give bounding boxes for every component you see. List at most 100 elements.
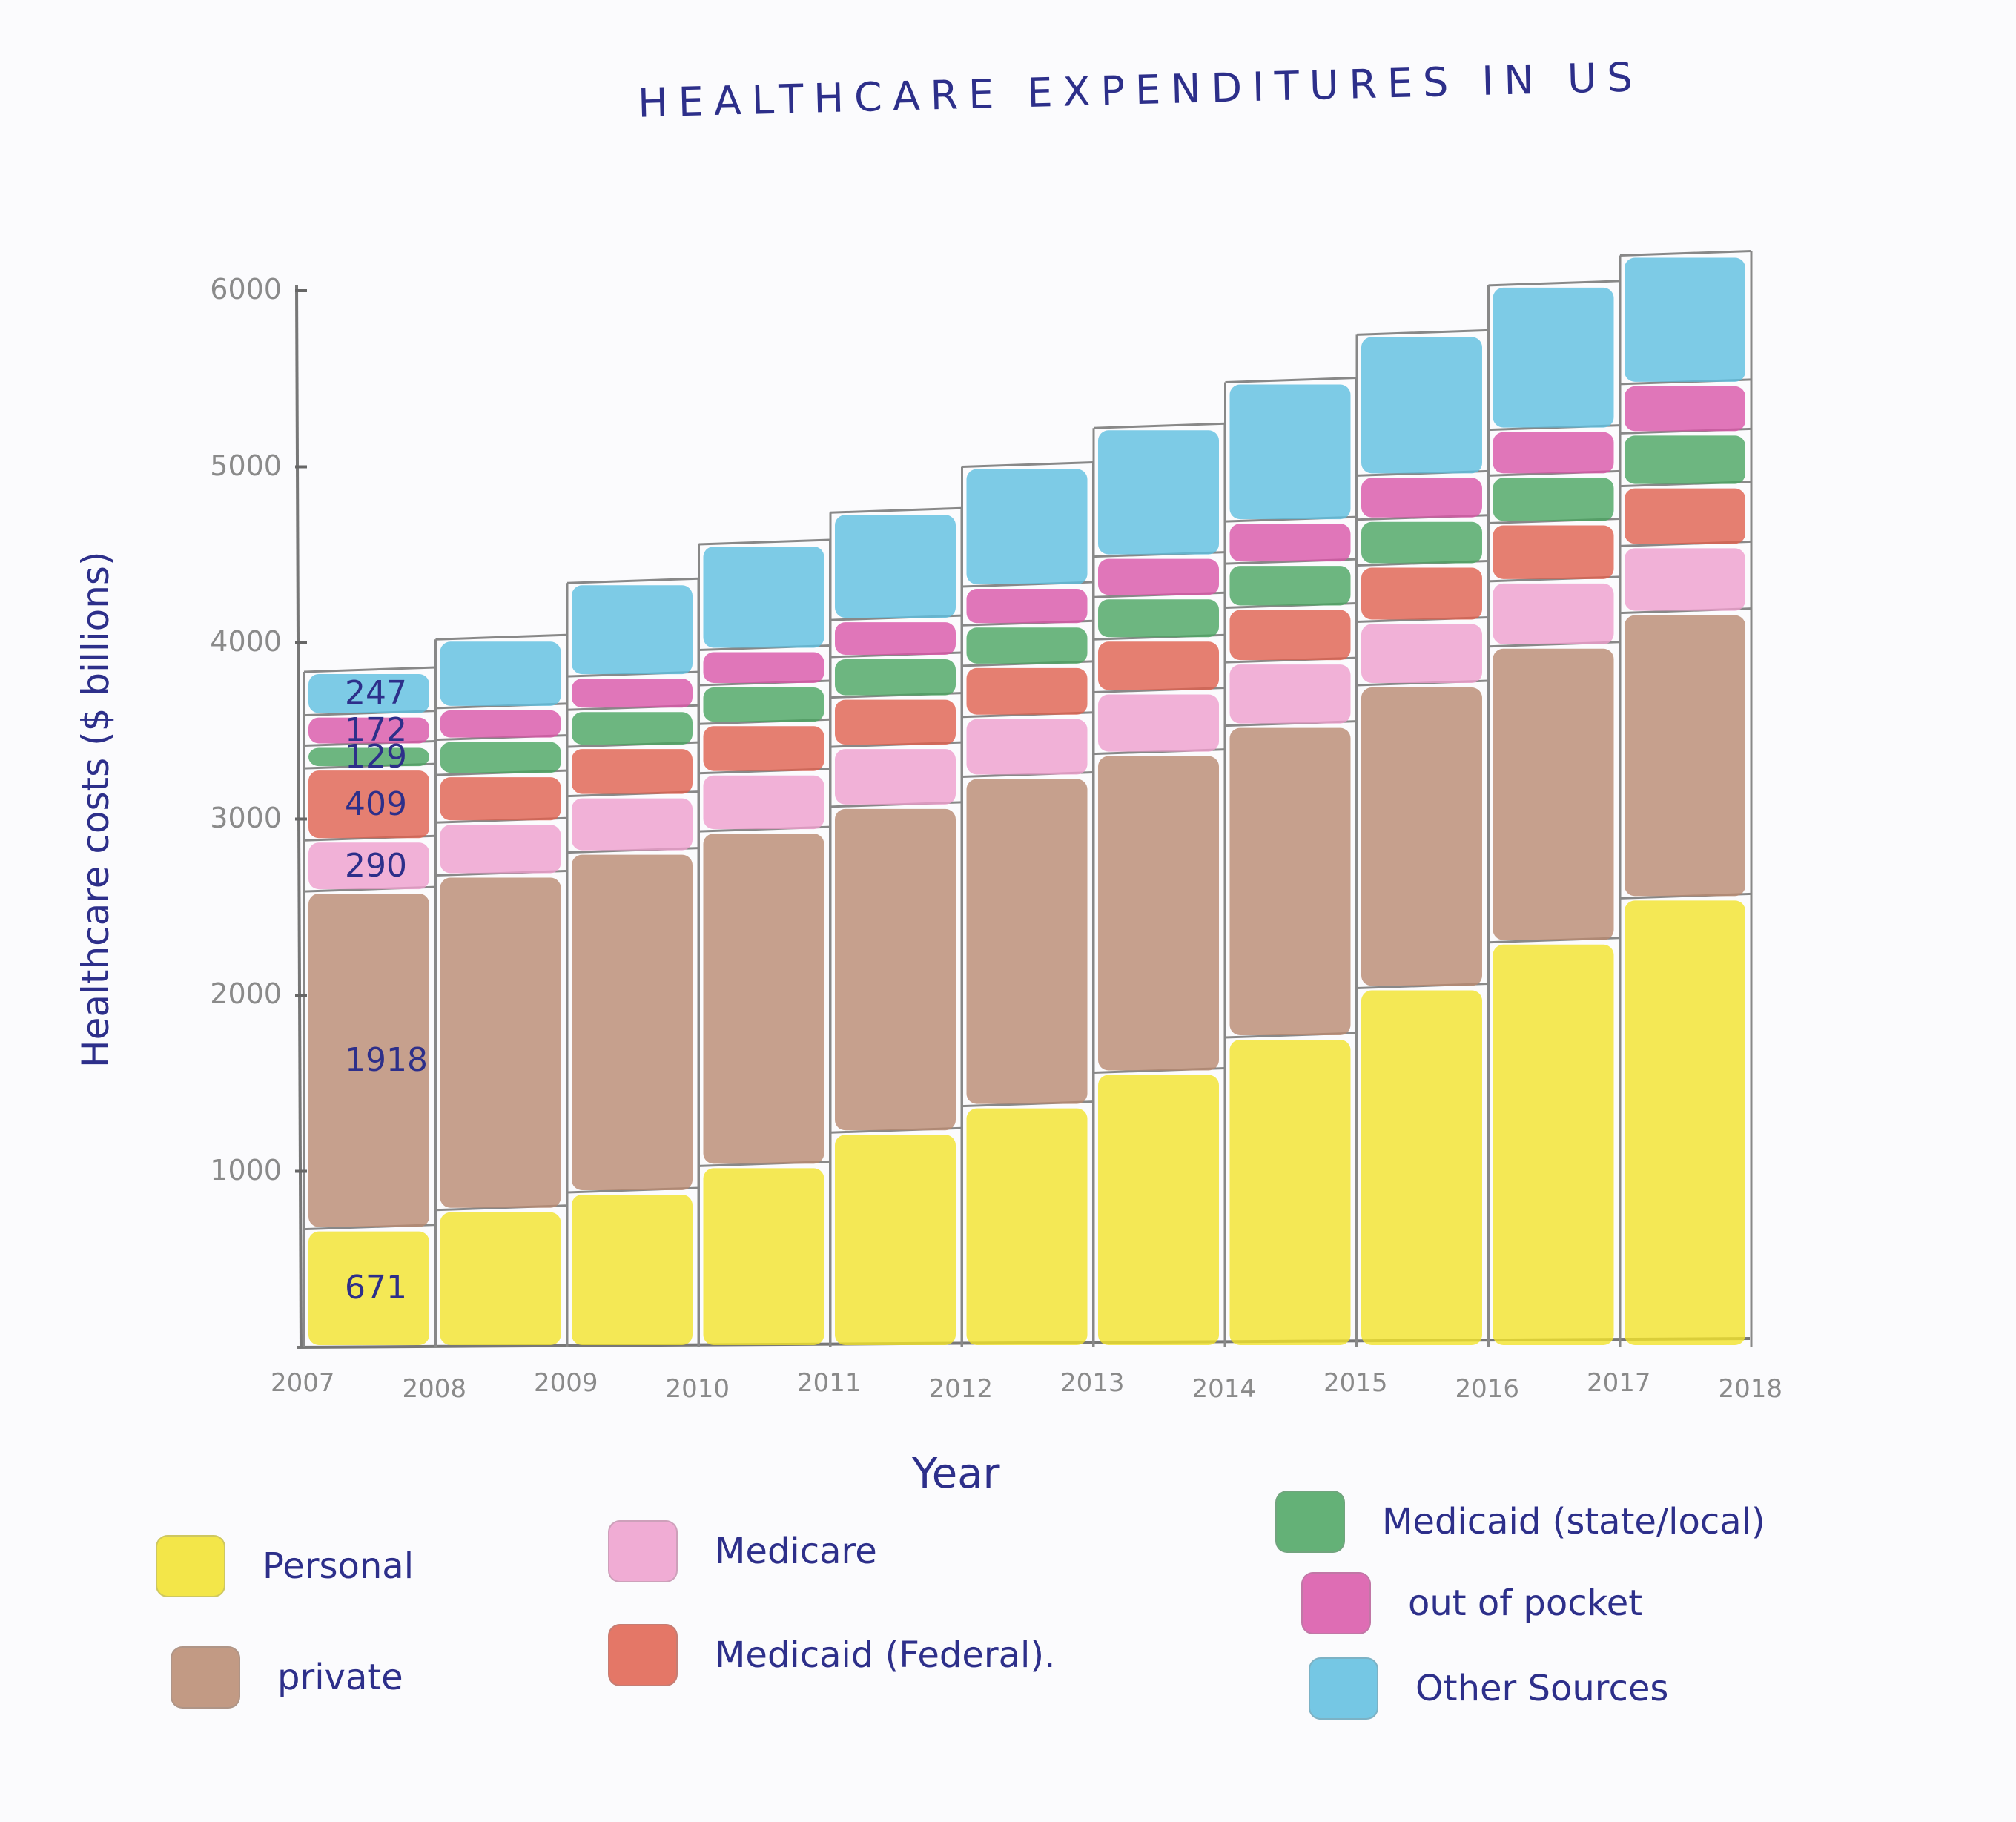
bar-segment: [440, 777, 561, 821]
bar-segment: [572, 1195, 693, 1345]
bar-segment: [1493, 525, 1614, 579]
segment-boundary: [1093, 422, 1226, 429]
segment-boundary: [1225, 377, 1357, 383]
bar-segment: [572, 712, 693, 745]
legend-swatch-personal: [156, 1535, 225, 1597]
bar-segment: [1361, 337, 1482, 474]
bar-segment: [835, 749, 956, 805]
legend-label: Medicare: [715, 1531, 877, 1572]
y-tick-label: 2000: [210, 977, 282, 1010]
segment-value-label: 129: [345, 737, 407, 776]
segment-boundary: [303, 666, 436, 673]
bar-segment: [440, 710, 561, 738]
bar-segment: [1493, 287, 1614, 428]
x-tick-label: 2017: [1587, 1368, 1651, 1398]
x-axis-label: Year: [912, 1450, 1000, 1498]
segment-value-label: 1918: [345, 1040, 428, 1079]
segment-boundary: [698, 538, 830, 546]
bar-segment: [572, 749, 693, 794]
legend-item-other-sources: Other Sources: [1309, 1657, 1668, 1720]
bar-segment: [308, 747, 429, 767]
bar-segment: [440, 641, 561, 706]
segment-value-label: 290: [345, 846, 407, 885]
x-tick-label: 2014: [1192, 1374, 1257, 1404]
bar-segment: [1098, 1075, 1219, 1345]
x-tick-label: 2013: [1060, 1368, 1125, 1398]
legend-label: Medicaid (state/local): [1382, 1501, 1765, 1542]
bar-segment: [440, 825, 561, 874]
bar-segment: [1098, 599, 1219, 638]
y-tick-label: 1000: [210, 1153, 282, 1186]
x-tick-label: 2010: [665, 1374, 730, 1404]
bar-segment: [1361, 478, 1482, 518]
legend-item-medicaid-federal: Medicaid (Federal).: [608, 1624, 1055, 1686]
legend-swatch-out-of-pocket: [1301, 1572, 1371, 1634]
bar-segment: [1493, 432, 1614, 474]
segment-value-label: 172: [345, 711, 407, 750]
bar-segment: [1361, 521, 1482, 564]
segment-value-label: 671: [345, 1269, 407, 1307]
bar-segment: [835, 1135, 956, 1345]
legend-item-medicare: Medicare: [608, 1520, 877, 1582]
bar-segment: [440, 877, 561, 1208]
bar-segment: [966, 589, 1088, 624]
x-tick-label: 2009: [534, 1368, 598, 1398]
y-tick-label: 3000: [210, 801, 282, 834]
bar-segment: [1625, 488, 1745, 544]
segment-value-label: 409: [345, 785, 407, 823]
segment-boundary: [1488, 280, 1620, 287]
bar-segment: [1361, 990, 1482, 1345]
bar-segment: [1098, 756, 1219, 1071]
bar-segment: [308, 717, 429, 744]
bar-segment: [835, 622, 956, 655]
bar-segment: [1229, 566, 1351, 606]
bar-segment: [835, 699, 956, 745]
bar-segment: [1493, 648, 1614, 940]
bar-segment: [835, 659, 956, 696]
bar-segment: [308, 842, 429, 890]
bar-segment: [966, 779, 1088, 1104]
legend-swatch-medicaid-state-local: [1275, 1491, 1345, 1553]
bar-segment: [1229, 384, 1351, 520]
legend-swatch-medicaid-federal: [608, 1624, 678, 1686]
y-tick-label: 6000: [210, 273, 282, 306]
bar-segment: [1229, 610, 1351, 661]
bar-segment: [703, 547, 824, 648]
bar-segment: [308, 1231, 429, 1345]
x-tick-label: 2011: [797, 1368, 862, 1398]
bar-segment: [1493, 583, 1614, 644]
y-tick-label: 4000: [210, 625, 282, 658]
segment-boundary: [435, 633, 567, 641]
bar-segment: [440, 1212, 561, 1345]
bar-segment: [835, 515, 956, 618]
bar-segment: [1229, 1040, 1351, 1345]
y-tick-label: 5000: [210, 449, 282, 482]
legend-item-personal: Personal: [156, 1535, 414, 1597]
x-tick-label: 2007: [271, 1368, 335, 1398]
bar-segment: [1625, 435, 1745, 484]
bar-segment: [1625, 900, 1745, 1345]
bar-segment: [308, 894, 429, 1227]
bar-segment: [1493, 478, 1614, 521]
bar-segment: [572, 798, 693, 851]
bar-segment: [572, 585, 693, 675]
bar-segment: [835, 808, 956, 1131]
legend-item-private: private: [171, 1646, 403, 1709]
bar-segment: [1361, 624, 1482, 683]
bar-segment: [1098, 641, 1219, 690]
segment-boundary: [962, 461, 1094, 468]
legend-swatch-private: [171, 1646, 240, 1709]
bar-segment: [703, 726, 824, 771]
bar-segment: [572, 854, 693, 1190]
legend-label: out of pocket: [1408, 1582, 1643, 1624]
bar-segment: [1098, 694, 1219, 752]
bar-segment: [966, 719, 1088, 775]
legend-swatch-medicare: [608, 1520, 678, 1582]
stacked-bar-plot: [295, 250, 1753, 1349]
legend-label: Personal: [262, 1545, 414, 1587]
segment-boundary: [830, 506, 962, 514]
bar-segment: [1229, 664, 1351, 724]
x-tick-label: 2012: [928, 1374, 994, 1404]
bar-segment: [1098, 558, 1219, 595]
bar-segment: [1493, 944, 1614, 1345]
